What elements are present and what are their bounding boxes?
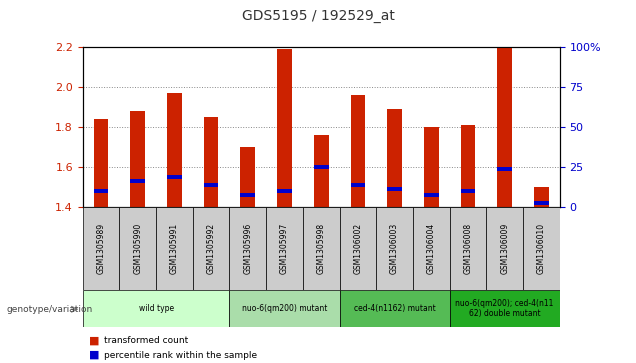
Bar [266,207,303,290]
Text: transformed count: transformed count [104,336,188,345]
Text: percentile rank within the sample: percentile rank within the sample [104,351,257,359]
Bar [120,207,156,290]
Bar [204,117,218,207]
Bar [413,207,450,290]
Bar [83,207,120,290]
Text: GSM1305990: GSM1305990 [133,223,142,274]
Bar [450,290,560,327]
Text: wild type: wild type [139,304,174,313]
Bar [314,165,329,169]
Bar [424,193,439,197]
Text: GSM1305998: GSM1305998 [317,223,326,274]
Bar [350,95,365,207]
Bar [340,290,450,327]
Text: GSM1306009: GSM1306009 [500,223,509,274]
Text: ced-4(n1162) mutant: ced-4(n1162) mutant [354,304,436,313]
Text: GSM1306008: GSM1306008 [464,223,473,274]
Bar [83,290,230,327]
Bar [156,207,193,290]
Bar [460,125,475,207]
Text: GSM1305997: GSM1305997 [280,223,289,274]
Text: GSM1306010: GSM1306010 [537,223,546,274]
Bar [193,207,230,290]
Bar [450,207,487,290]
Bar [277,49,292,207]
Bar [93,189,108,193]
Text: GSM1305989: GSM1305989 [97,223,106,274]
Bar [240,193,255,197]
Bar [350,183,365,187]
Bar [314,135,329,207]
Bar [340,207,377,290]
Bar [167,93,182,207]
Text: GSM1305991: GSM1305991 [170,223,179,274]
Bar [497,167,512,171]
Text: GSM1306003: GSM1306003 [390,223,399,274]
Text: GSM1306004: GSM1306004 [427,223,436,274]
Bar [93,119,108,207]
Bar [497,47,512,207]
Text: genotype/variation: genotype/variation [6,305,93,314]
Text: GSM1305996: GSM1305996 [244,223,252,274]
Bar [204,183,218,187]
Bar [230,207,266,290]
Bar [167,175,182,179]
Text: ■: ■ [89,335,100,346]
Bar [534,187,549,207]
Bar [303,207,340,290]
Bar [130,111,145,207]
Bar [424,127,439,207]
Bar [240,147,255,207]
Bar [487,207,523,290]
Bar [387,109,402,207]
Bar [130,179,145,183]
Bar [460,189,475,193]
Text: nuo-6(qm200) mutant: nuo-6(qm200) mutant [242,304,327,313]
Text: GDS5195 / 192529_at: GDS5195 / 192529_at [242,9,394,23]
Text: ■: ■ [89,350,100,360]
Bar [534,201,549,205]
Text: nuo-6(qm200); ced-4(n11
62) double mutant: nuo-6(qm200); ced-4(n11 62) double mutan… [455,299,554,318]
Bar [230,290,340,327]
Bar [523,207,560,290]
Text: GSM1306002: GSM1306002 [354,223,363,274]
Bar [277,189,292,193]
Bar [377,207,413,290]
Text: GSM1305992: GSM1305992 [207,223,216,274]
Bar [387,187,402,191]
